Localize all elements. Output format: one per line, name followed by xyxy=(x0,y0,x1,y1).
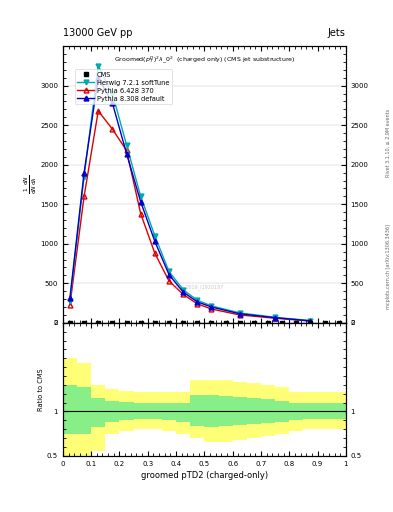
Pythia 8.308 default xyxy=(138,199,143,205)
Line: Pythia 8.308 default: Pythia 8.308 default xyxy=(68,75,313,323)
Herwig 7.2.1 softTune xyxy=(152,233,157,239)
Pythia 6.428 370 xyxy=(82,193,86,199)
Pythia 8.308 default xyxy=(96,75,101,81)
CMS xyxy=(336,320,341,326)
X-axis label: groomed pTD2 (charged-only): groomed pTD2 (charged-only) xyxy=(141,471,268,480)
Herwig 7.2.1 softTune xyxy=(237,310,242,316)
Herwig 7.2.1 softTune xyxy=(273,314,277,321)
Pythia 8.308 default xyxy=(68,294,72,301)
Text: Groomed$(p_T^D)^2\lambda\_0^2$  (charged only) (CMS jet substructure): Groomed$(p_T^D)^2\lambda\_0^2$ (charged … xyxy=(114,54,295,65)
CMS xyxy=(266,320,270,326)
Y-axis label: Ratio to CMS: Ratio to CMS xyxy=(38,368,44,411)
CMS xyxy=(237,320,242,326)
Pythia 8.308 default xyxy=(308,318,313,324)
CMS xyxy=(252,320,256,326)
Pythia 6.428 370 xyxy=(181,291,185,297)
Pythia 6.428 370 xyxy=(152,250,157,257)
Pythia 8.308 default xyxy=(82,169,86,176)
CMS xyxy=(152,320,157,326)
Herwig 7.2.1 softTune xyxy=(82,174,86,180)
Pythia 8.308 default xyxy=(124,151,129,157)
Pythia 6.428 370 xyxy=(195,301,200,307)
Pythia 6.428 370 xyxy=(308,318,313,324)
Pythia 6.428 370 xyxy=(68,302,72,308)
CMS xyxy=(280,320,285,326)
CMS xyxy=(308,320,313,326)
Pythia 6.428 370 xyxy=(138,210,143,217)
CMS xyxy=(82,320,86,326)
CMS xyxy=(110,320,115,326)
Y-axis label: $\frac{1}{\mathrm{d}N}\frac{\mathrm{d}N}{\mathrm{d}\lambda}$: $\frac{1}{\mathrm{d}N}\frac{\mathrm{d}N}… xyxy=(22,175,39,194)
Pythia 6.428 370 xyxy=(167,278,171,284)
Text: mcplots.cern.ch [arXiv:1306.3436]: mcplots.cern.ch [arXiv:1306.3436] xyxy=(386,224,391,309)
Pythia 6.428 370 xyxy=(124,147,129,154)
Line: Pythia 6.428 370: Pythia 6.428 370 xyxy=(68,109,313,324)
Pythia 8.308 default xyxy=(181,289,185,295)
CMS xyxy=(209,320,214,326)
Line: Herwig 7.2.1 softTune: Herwig 7.2.1 softTune xyxy=(68,63,313,323)
CMS xyxy=(322,320,327,326)
Pythia 8.308 default xyxy=(152,238,157,244)
Text: Jets: Jets xyxy=(328,28,346,38)
CMS xyxy=(138,320,143,326)
Herwig 7.2.1 softTune xyxy=(96,63,101,69)
Pythia 8.308 default xyxy=(167,271,171,278)
Pythia 6.428 370 xyxy=(273,315,277,322)
Herwig 7.2.1 softTune xyxy=(195,297,200,304)
Pythia 6.428 370 xyxy=(209,306,214,312)
CMS xyxy=(167,320,171,326)
Pythia 8.308 default xyxy=(209,304,214,310)
CMS xyxy=(124,320,129,326)
Pythia 8.308 default xyxy=(195,299,200,305)
Text: 13000 GeV pp: 13000 GeV pp xyxy=(63,28,132,38)
Pythia 8.308 default xyxy=(110,100,115,106)
Herwig 7.2.1 softTune xyxy=(138,193,143,199)
Herwig 7.2.1 softTune xyxy=(110,91,115,97)
Pythia 6.428 370 xyxy=(96,108,101,114)
Herwig 7.2.1 softTune xyxy=(68,297,72,304)
Herwig 7.2.1 softTune xyxy=(167,268,171,274)
CMS xyxy=(96,320,101,326)
Line: CMS: CMS xyxy=(68,321,340,325)
CMS xyxy=(68,320,72,326)
CMS xyxy=(181,320,185,326)
Herwig 7.2.1 softTune xyxy=(124,142,129,148)
Pythia 6.428 370 xyxy=(237,312,242,318)
Pythia 8.308 default xyxy=(237,311,242,317)
Herwig 7.2.1 softTune xyxy=(209,303,214,309)
CMS xyxy=(195,320,200,326)
Text: CMS_2019_I1920187: CMS_2019_I1920187 xyxy=(173,284,224,290)
CMS xyxy=(294,320,299,326)
Pythia 8.308 default xyxy=(273,315,277,321)
CMS xyxy=(223,320,228,326)
Herwig 7.2.1 softTune xyxy=(181,287,185,293)
Pythia 6.428 370 xyxy=(110,126,115,132)
Legend: CMS, Herwig 7.2.1 softTune, Pythia 6.428 370, Pythia 8.308 default: CMS, Herwig 7.2.1 softTune, Pythia 6.428… xyxy=(75,69,172,104)
Text: Rivet 3.1.10, ≥ 2.9M events: Rivet 3.1.10, ≥ 2.9M events xyxy=(386,109,391,178)
Herwig 7.2.1 softTune xyxy=(308,317,313,324)
